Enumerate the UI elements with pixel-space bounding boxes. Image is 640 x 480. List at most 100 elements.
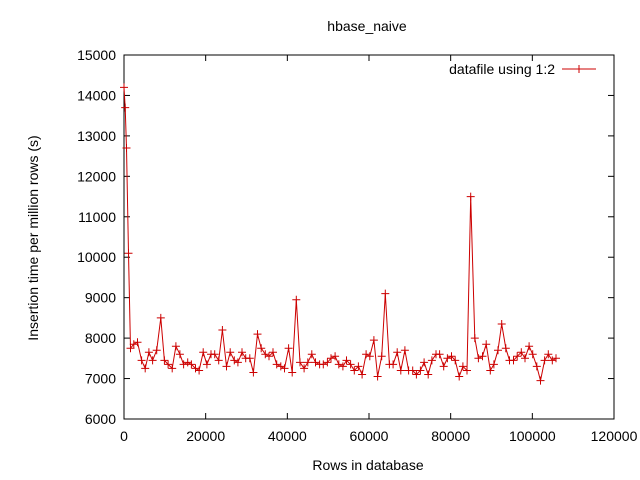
data-point	[230, 356, 239, 365]
data-point	[120, 83, 128, 92]
series-line	[123, 87, 557, 381]
data-point	[354, 362, 363, 371]
y-tick-label: 9000	[85, 290, 116, 306]
data-point	[416, 366, 425, 375]
x-tick-label: 100000	[509, 428, 556, 444]
data-point	[124, 249, 133, 258]
data-point	[280, 364, 289, 373]
y-axis-label: Insertion time per million rows (s)	[25, 135, 41, 340]
data-point	[144, 348, 153, 357]
data-point	[396, 366, 405, 375]
data-point	[463, 366, 471, 375]
data-point	[369, 336, 378, 345]
data-point	[164, 360, 173, 369]
y-tick-label: 7000	[85, 371, 116, 387]
data-point	[272, 360, 281, 369]
data-point	[233, 358, 242, 367]
data-point	[137, 356, 146, 365]
data-point	[156, 313, 165, 322]
data-point	[451, 356, 460, 365]
data-point	[152, 346, 161, 355]
data-point	[323, 358, 332, 367]
data-point	[365, 352, 374, 361]
data-point	[528, 350, 537, 359]
data-point	[122, 144, 131, 152]
data-point	[489, 360, 498, 369]
data-point	[179, 360, 188, 369]
data-point	[202, 360, 211, 369]
data-point	[160, 356, 169, 365]
data-point	[226, 348, 235, 357]
data-point	[427, 356, 436, 365]
data-point	[509, 356, 518, 365]
data-point	[171, 342, 180, 351]
y-axis-ticks: 6000 7000 8000 9000 10000 11000 12000 13000 1400…	[77, 47, 614, 427]
y-tick-label: 15000	[77, 47, 116, 63]
data-point	[521, 354, 529, 363]
data-point	[389, 360, 398, 369]
data-point	[257, 344, 266, 353]
data-point	[129, 340, 138, 349]
data-point	[400, 346, 409, 355]
data-point	[447, 352, 456, 361]
data-point	[284, 344, 293, 353]
data-point	[218, 326, 227, 334]
data-point	[494, 346, 502, 355]
data-point	[183, 358, 192, 367]
series-group	[120, 83, 560, 385]
data-point	[210, 350, 219, 359]
data-point	[121, 103, 130, 112]
x-tick-label: 80000	[431, 428, 470, 444]
data-point	[552, 354, 560, 363]
y-tick-label: 13000	[77, 128, 116, 144]
data-point	[536, 376, 545, 385]
data-point	[311, 358, 320, 367]
x-tick-label: 120000	[591, 428, 638, 444]
data-point	[373, 372, 382, 381]
data-point	[358, 370, 367, 379]
data-point	[381, 289, 390, 298]
data-point	[474, 354, 483, 363]
data-point	[292, 295, 301, 304]
legend: datafile using 1:2	[449, 61, 596, 77]
data-point	[486, 366, 495, 375]
data-point	[424, 370, 433, 379]
data-point	[435, 350, 444, 359]
data-point	[393, 348, 402, 357]
x-axis-label: Rows in database	[312, 457, 424, 473]
data-point	[331, 352, 340, 361]
data-point	[525, 342, 534, 351]
data-point	[478, 352, 487, 361]
data-point	[458, 362, 467, 371]
x-tick-label: 60000	[350, 428, 389, 444]
data-point	[296, 358, 304, 367]
data-point	[327, 354, 335, 363]
y-tick-label: 6000	[85, 411, 116, 427]
data-point	[265, 352, 273, 361]
data-point	[362, 350, 371, 359]
data-point	[501, 344, 510, 353]
data-point	[222, 362, 231, 371]
data-point	[443, 354, 452, 363]
data-point	[307, 350, 316, 359]
plot-frame	[123, 54, 615, 420]
data-point	[276, 362, 285, 371]
data-point	[303, 358, 312, 367]
data-point	[199, 348, 208, 357]
data-point	[455, 372, 464, 381]
data-point	[261, 350, 270, 359]
data-point	[288, 368, 297, 377]
data-point	[532, 362, 541, 371]
data-point	[195, 366, 204, 375]
data-point	[253, 330, 262, 339]
data-point	[342, 356, 351, 365]
y-tick-label: 14000	[77, 87, 116, 103]
data-point	[269, 348, 277, 357]
data-point	[513, 352, 522, 361]
data-point	[238, 348, 246, 357]
data-point	[350, 366, 359, 375]
y-tick-label: 12000	[77, 168, 116, 184]
data-point	[544, 350, 553, 359]
data-point	[300, 364, 309, 373]
data-point	[148, 356, 157, 365]
